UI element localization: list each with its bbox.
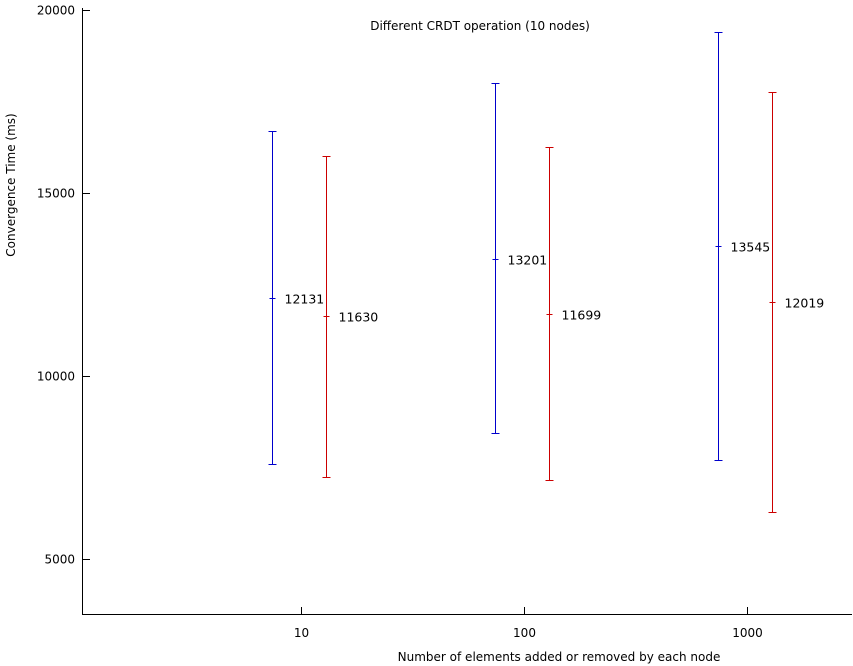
x-tick-label-1: 100 [513, 626, 536, 640]
error-bar-s0-c0: 12131 [268, 131, 325, 465]
data-label-s1-c2: 12019 [785, 296, 825, 311]
error-bar-s1-c1: 11699 [545, 147, 602, 481]
data-label-s0-c1: 13201 [508, 253, 548, 268]
error-bar-s0-c2: 13545 [714, 32, 771, 461]
y-tick-label-1: 10000 [37, 370, 75, 384]
data-label-s1-c0: 11630 [339, 310, 379, 325]
chart-title: Different CRDT operation (10 nodes) [370, 19, 590, 33]
x-tick-label-0: 10 [294, 626, 309, 640]
y-tick-label-0: 5000 [44, 553, 75, 567]
data-label-s0-c0: 12131 [285, 292, 325, 307]
error-bar-s1-c2: 12019 [768, 92, 825, 513]
data-label-s0-c2: 13545 [731, 240, 771, 255]
data-label-s1-c1: 11699 [562, 308, 602, 323]
error-bar-s1-c0: 11630 [322, 156, 379, 478]
y-tick-label-2: 15000 [37, 187, 75, 201]
error-bar-s0-c1: 13201 [491, 83, 548, 434]
x-tick-label-2: 1000 [732, 626, 763, 640]
y-tick-label-3: 20000 [37, 4, 75, 18]
x-axis-label: Number of elements added or removed by e… [398, 650, 721, 664]
y-axis-label: Convergence Time (ms) [4, 113, 18, 256]
